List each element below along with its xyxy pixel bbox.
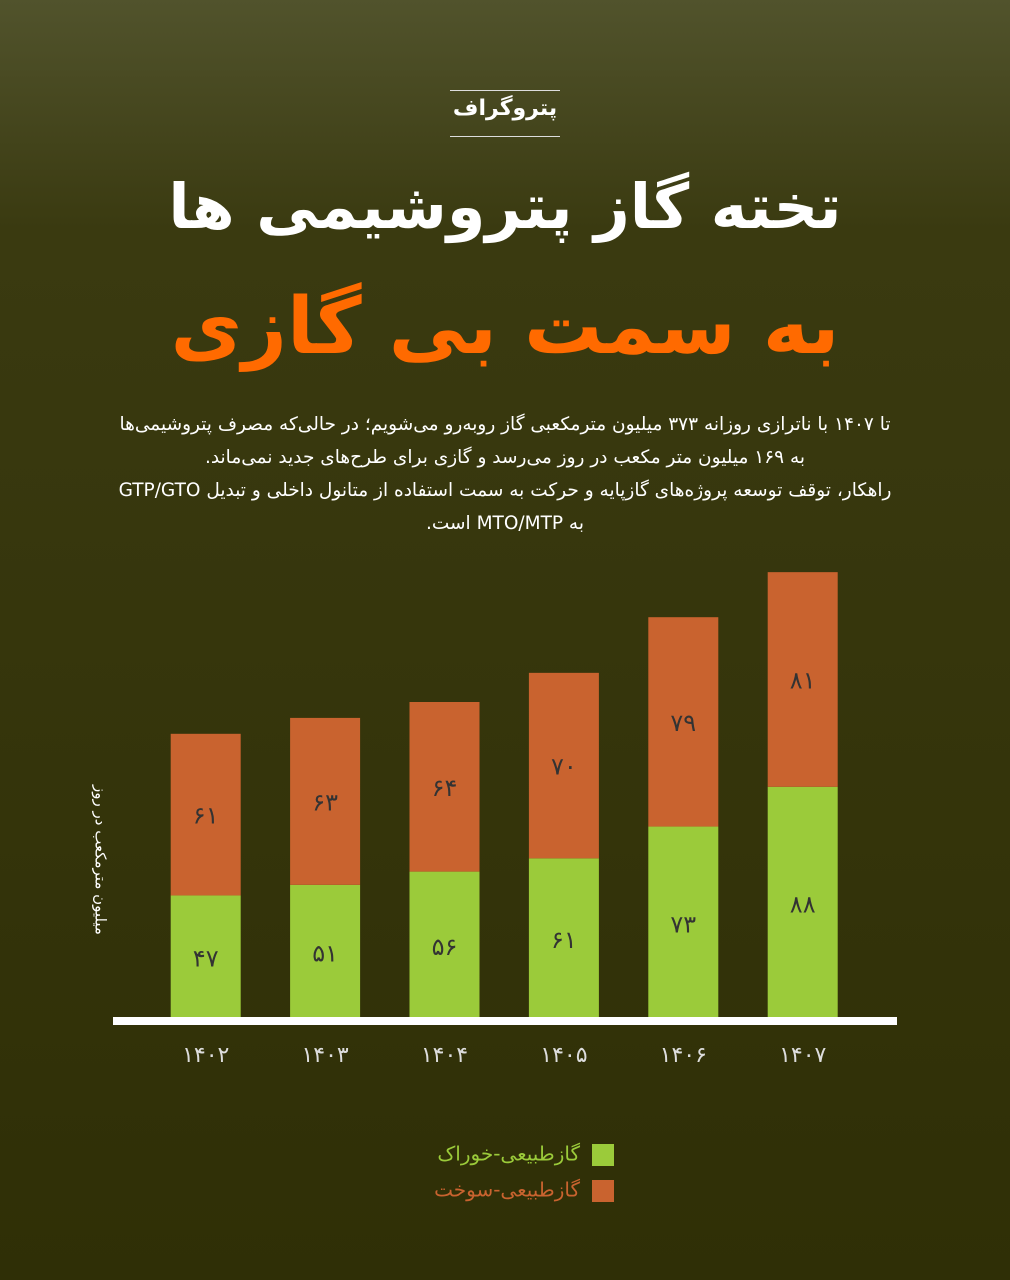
- description-line: تا ۱۴۰۷ با ناترازی روزانه ۳۷۳ میلیون متر…: [119, 414, 891, 435]
- description-line: به ۱۶۹ میلیون متر مکعب در روز می‌رسد و گ…: [204, 447, 806, 468]
- bar-segment: [767, 572, 838, 787]
- value-label: ۸۸: [790, 890, 816, 918]
- bar-segment: [528, 672, 599, 859]
- bar-segment: [528, 858, 599, 1020]
- value-label: ۶۳: [312, 788, 338, 816]
- x-tick-label: ۱۴۰۶: [660, 1043, 707, 1068]
- x-tick-label: ۱۴۰۴: [421, 1043, 468, 1068]
- bar-segment: [290, 717, 361, 885]
- subtitle: به سمت بی گازی: [170, 282, 840, 372]
- bar-segment: [648, 826, 719, 1020]
- logo: پتروگراف: [452, 96, 558, 121]
- x-tick-label: ۱۴۰۳: [301, 1043, 348, 1068]
- value-label: ۷۳: [670, 910, 696, 938]
- value-label: ۶۱: [551, 926, 577, 954]
- value-label: ۴۷: [193, 945, 219, 973]
- legend-swatch: [592, 1144, 614, 1166]
- value-label: ۵۱: [312, 939, 338, 967]
- legend-swatch: [592, 1180, 614, 1202]
- title: تخته گاز پتروشیمی ها: [168, 170, 842, 243]
- legend-label: گازطبیعی-خوراک: [437, 1142, 580, 1166]
- value-label: ۷۰: [551, 753, 577, 781]
- bar-segment: [767, 786, 838, 1020]
- bar-segment: [648, 617, 719, 827]
- description-line: به MTO/MTP است.: [425, 513, 584, 534]
- value-label: ۸۱: [790, 666, 816, 694]
- x-tick-label: ۱۴۰۵: [540, 1043, 587, 1068]
- description-line: راهکار، توقف توسعه پروژه‌های گازپایه و ح…: [118, 480, 892, 501]
- bar-segment: [170, 733, 241, 896]
- bar-segment: [409, 702, 480, 872]
- bar-segment: [170, 895, 241, 1020]
- value-label: ۶۴: [432, 774, 458, 802]
- x-tick-label: ۱۴۰۲: [182, 1043, 229, 1068]
- bar-segment: [409, 871, 480, 1020]
- logo-rule: [450, 90, 560, 91]
- value-label: ۶۱: [193, 802, 219, 830]
- x-tick-label: ۱۴۰۷: [779, 1043, 826, 1068]
- value-label: ۵۶: [432, 933, 458, 961]
- y-axis-label: میلیون مترمکعب در روز: [92, 784, 110, 935]
- logo-rule: [450, 136, 560, 137]
- description: تا ۱۴۰۷ با ناترازی روزانه ۳۷۳ میلیون متر…: [0, 408, 1010, 540]
- bar-segment: [290, 884, 361, 1020]
- value-label: ۷۹: [670, 709, 696, 737]
- legend-label: گازطبیعی-سوخت: [434, 1178, 580, 1202]
